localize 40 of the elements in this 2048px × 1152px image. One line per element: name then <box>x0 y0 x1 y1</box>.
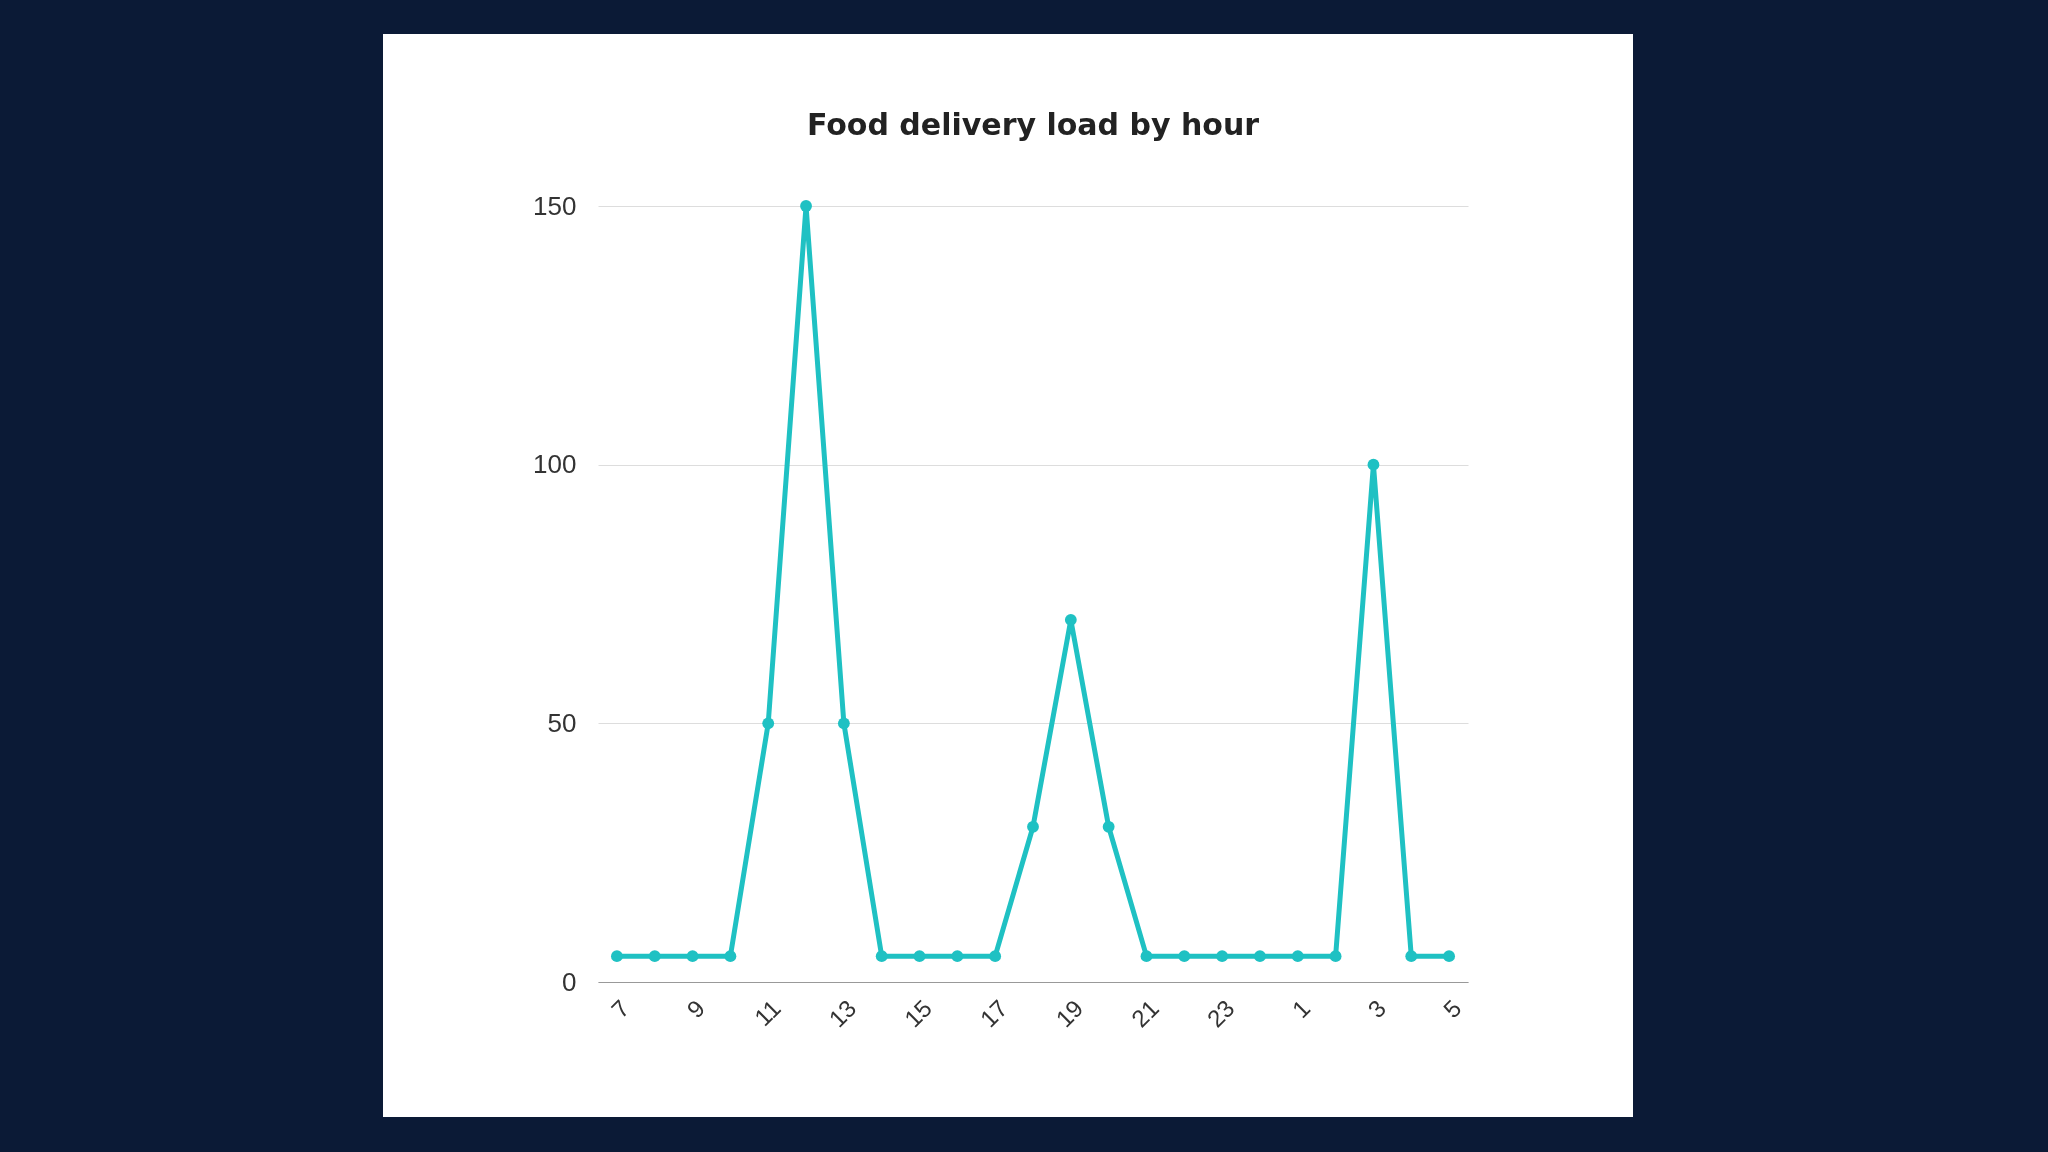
x-tick-label: 21 <box>1125 994 1164 1033</box>
point <box>611 950 623 963</box>
point <box>837 717 850 730</box>
point <box>951 950 964 963</box>
point <box>1405 950 1418 963</box>
point <box>989 950 1002 963</box>
point <box>762 717 775 730</box>
y-tick-label: 100 <box>533 449 577 480</box>
point <box>1064 613 1077 626</box>
point <box>913 950 926 963</box>
point <box>1254 950 1266 963</box>
x-tick-label: 1 <box>1286 994 1316 1023</box>
point <box>648 950 661 963</box>
x-tick-label: 7 <box>605 994 635 1023</box>
point <box>724 950 737 963</box>
point <box>1216 950 1229 963</box>
point <box>1329 950 1342 963</box>
y-tick-label: 150 <box>533 190 577 221</box>
point <box>875 950 888 963</box>
y-tick-label: 50 <box>547 707 577 738</box>
chart-title: Food delivery load by hour <box>806 107 1260 142</box>
point <box>1291 950 1304 963</box>
point <box>800 200 812 212</box>
x-tick-label: 13 <box>823 994 862 1033</box>
x-tick-label: 9 <box>681 994 711 1023</box>
x-tick-label: 3 <box>1362 994 1391 1023</box>
point <box>686 950 699 963</box>
point <box>1367 458 1380 471</box>
point <box>1027 820 1039 833</box>
x-tick-label: 17 <box>974 994 1013 1033</box>
x-tick-label: 5 <box>1438 994 1467 1023</box>
x-tick-label: 19 <box>1050 994 1089 1033</box>
point <box>1443 950 1455 963</box>
x-tick-label: 15 <box>899 994 937 1033</box>
point <box>1178 950 1191 963</box>
x-tick-label: 11 <box>748 994 786 1032</box>
y-tick-label: 0 <box>562 966 577 997</box>
point <box>1140 950 1153 963</box>
point <box>1102 820 1115 833</box>
x-tick-label: 23 <box>1201 994 1240 1033</box>
